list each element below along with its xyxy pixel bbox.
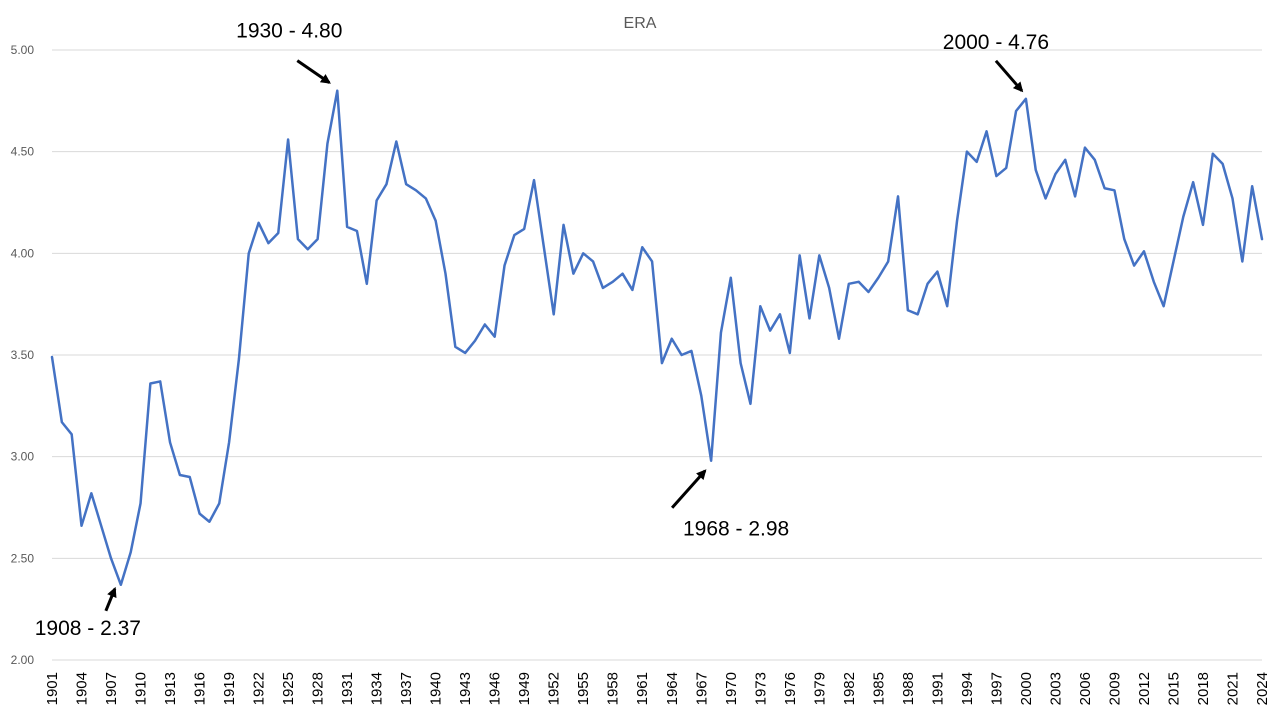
x-tick-label: 1982 — [841, 672, 858, 705]
y-tick-label: 5.00 — [11, 43, 35, 57]
x-tick-label: 1919 — [221, 672, 238, 705]
x-tick-label: 1931 — [339, 672, 356, 705]
x-tick-label: 1952 — [546, 672, 563, 705]
x-tick-label: 1922 — [251, 672, 268, 705]
annotation-label: 1930 - 4.80 — [236, 20, 342, 43]
x-tick-label: 1997 — [988, 672, 1005, 705]
x-tick-label: 1916 — [192, 672, 209, 705]
era-series — [50, 89, 1264, 587]
x-tick-label: 1937 — [398, 672, 415, 705]
x-tick-label: 1949 — [516, 672, 533, 705]
x-tick-label: 1988 — [900, 672, 917, 705]
x-axis-ticks: 1901 1904 1907 1910 1913 1916 1919 1922 1925 1928… — [44, 672, 1271, 705]
y-tick-label: 3.50 — [11, 348, 35, 362]
x-tick-label: 1946 — [487, 672, 504, 705]
y-axis-ticks: 2.00 2.50 3.00 3.50 4.00 4.50 5.00 — [11, 43, 35, 667]
y-tick-label: 2.50 — [11, 551, 35, 565]
x-tick-label: 1967 — [693, 672, 710, 705]
x-tick-label: 1970 — [723, 672, 740, 705]
x-tick-label: 1943 — [457, 672, 474, 705]
gridlines — [52, 49, 1262, 661]
chart-title: ERA — [624, 15, 657, 32]
x-tick-label: 1925 — [280, 672, 297, 705]
x-tick-label: 1994 — [959, 672, 976, 705]
x-tick-label: 1958 — [605, 672, 622, 705]
x-tick-label: 1976 — [782, 672, 799, 705]
y-tick-label: 4.00 — [11, 246, 35, 260]
x-tick-label: 2009 — [1106, 672, 1123, 705]
x-tick-label: 1964 — [664, 672, 681, 705]
x-tick-label: 2024 — [1254, 672, 1271, 705]
annotation-arrow — [296, 59, 331, 84]
x-tick-label: 1985 — [870, 672, 887, 705]
x-tick-label: 1973 — [752, 672, 769, 705]
x-tick-label: 1913 — [162, 672, 179, 705]
x-tick-label: 2006 — [1077, 672, 1094, 705]
x-tick-label: 1955 — [575, 672, 592, 705]
x-tick-label: 2012 — [1136, 672, 1153, 705]
x-tick-label: 1907 — [103, 672, 120, 705]
annotations: 1930 - 4.80 2000 - 4.76 1908 - 2.37 1968 - … — [35, 20, 1049, 640]
x-tick-label: 1979 — [811, 672, 828, 705]
y-tick-label: 4.50 — [11, 145, 35, 159]
y-tick-label: 2.00 — [11, 653, 35, 667]
x-tick-label: 2018 — [1195, 672, 1212, 705]
annotation-arrow — [994, 59, 1024, 93]
x-tick-label: 2021 — [1224, 672, 1241, 705]
annotation-label: 1908 - 2.37 — [35, 617, 141, 640]
era-line — [50, 89, 1264, 587]
annotation-label: 2000 - 4.76 — [943, 31, 1049, 54]
x-tick-label: 1910 — [133, 672, 150, 705]
x-tick-label: 1928 — [310, 672, 327, 705]
x-tick-label: 1904 — [74, 672, 91, 705]
annotation-arrow — [670, 469, 707, 509]
x-tick-label: 2003 — [1047, 672, 1064, 705]
annotation-arrow — [104, 586, 117, 612]
x-tick-label: 1940 — [428, 672, 445, 705]
x-tick-label: 1901 — [44, 672, 61, 705]
x-tick-label: 2015 — [1165, 672, 1182, 705]
annotation-label: 1968 - 2.98 — [683, 518, 789, 541]
x-tick-label: 1961 — [634, 672, 651, 705]
x-tick-label: 1991 — [929, 672, 946, 705]
x-tick-label: 2000 — [1018, 672, 1035, 705]
x-tick-label: 1934 — [369, 672, 386, 705]
y-tick-label: 3.00 — [11, 450, 35, 464]
